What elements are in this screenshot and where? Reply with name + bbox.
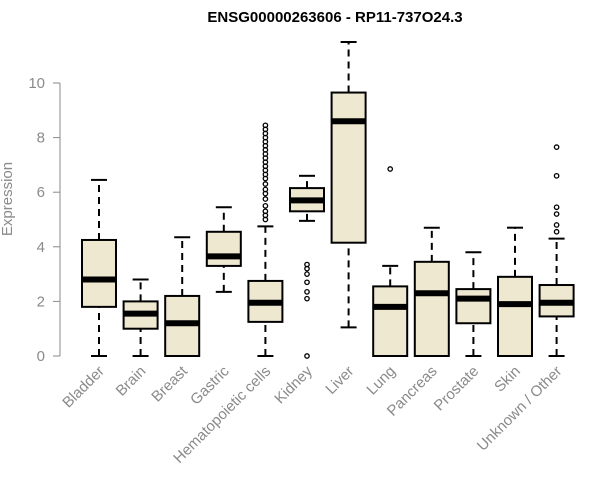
box-iqr bbox=[81, 238, 117, 308]
box-skin bbox=[497, 226, 533, 357]
box-iqr bbox=[413, 260, 450, 357]
box-liver bbox=[330, 41, 367, 329]
box-brain bbox=[122, 278, 159, 357]
box-prostate bbox=[455, 251, 492, 357]
box-pancreas bbox=[413, 226, 450, 357]
outlier-point bbox=[553, 172, 560, 179]
outlier-point bbox=[262, 122, 269, 129]
outlier-point bbox=[553, 222, 560, 228]
outlier-point bbox=[262, 208, 269, 215]
y-tick-label: 0 bbox=[37, 348, 45, 365]
y-tick-label: 8 bbox=[37, 130, 45, 147]
x-tick-label: Lung bbox=[363, 363, 399, 399]
y-tick-label: 4 bbox=[37, 239, 45, 256]
box-iqr bbox=[455, 288, 492, 325]
x-tick-label: Prostate bbox=[431, 363, 483, 415]
box-hematopoietic-cells bbox=[247, 122, 284, 357]
box-iqr bbox=[372, 285, 409, 358]
outlier-point bbox=[262, 196, 269, 202]
chart-title: ENSG00000263606 - RP11-737O24.3 bbox=[207, 9, 462, 26]
outlier-point bbox=[304, 271, 310, 277]
box-gastric bbox=[205, 206, 242, 293]
x-tick-label: Bladder bbox=[59, 363, 108, 412]
box-kidney bbox=[289, 174, 325, 359]
outlier-point bbox=[262, 186, 269, 193]
outlier-point bbox=[304, 353, 310, 359]
x-tick-label: Skin bbox=[491, 363, 524, 396]
outlier-point bbox=[553, 144, 560, 151]
plot-area bbox=[81, 41, 575, 359]
box-lung bbox=[372, 166, 409, 358]
outlier-point bbox=[262, 203, 269, 209]
outlier-point bbox=[553, 204, 560, 211]
y-tick-label: 6 bbox=[37, 184, 45, 201]
x-tick-label: Brain bbox=[113, 363, 150, 400]
box-bladder bbox=[81, 178, 117, 357]
outlier-point bbox=[387, 166, 394, 172]
y-axis: 0 2 4 6 8 10 bbox=[28, 75, 61, 365]
x-tick-label: Kidney bbox=[271, 362, 316, 407]
y-tick-label: 2 bbox=[37, 293, 45, 310]
outlier-point bbox=[553, 228, 560, 235]
x-tick-label: Breast bbox=[148, 362, 191, 405]
box-iqr bbox=[330, 91, 367, 244]
outlier-point bbox=[304, 295, 310, 302]
x-tick-label: Liver bbox=[322, 363, 357, 398]
y-axis-label: Expression bbox=[0, 162, 16, 236]
box-unknown-other bbox=[538, 144, 575, 357]
y-tick-label: 10 bbox=[28, 75, 45, 92]
outlier-point bbox=[304, 261, 310, 268]
box-breast bbox=[164, 236, 201, 358]
box-iqr bbox=[497, 275, 533, 357]
outlier-point bbox=[304, 279, 310, 286]
box-iqr bbox=[205, 230, 242, 267]
outlier-point bbox=[553, 211, 560, 217]
outlier-point bbox=[304, 288, 310, 295]
outlier-point bbox=[262, 181, 269, 187]
